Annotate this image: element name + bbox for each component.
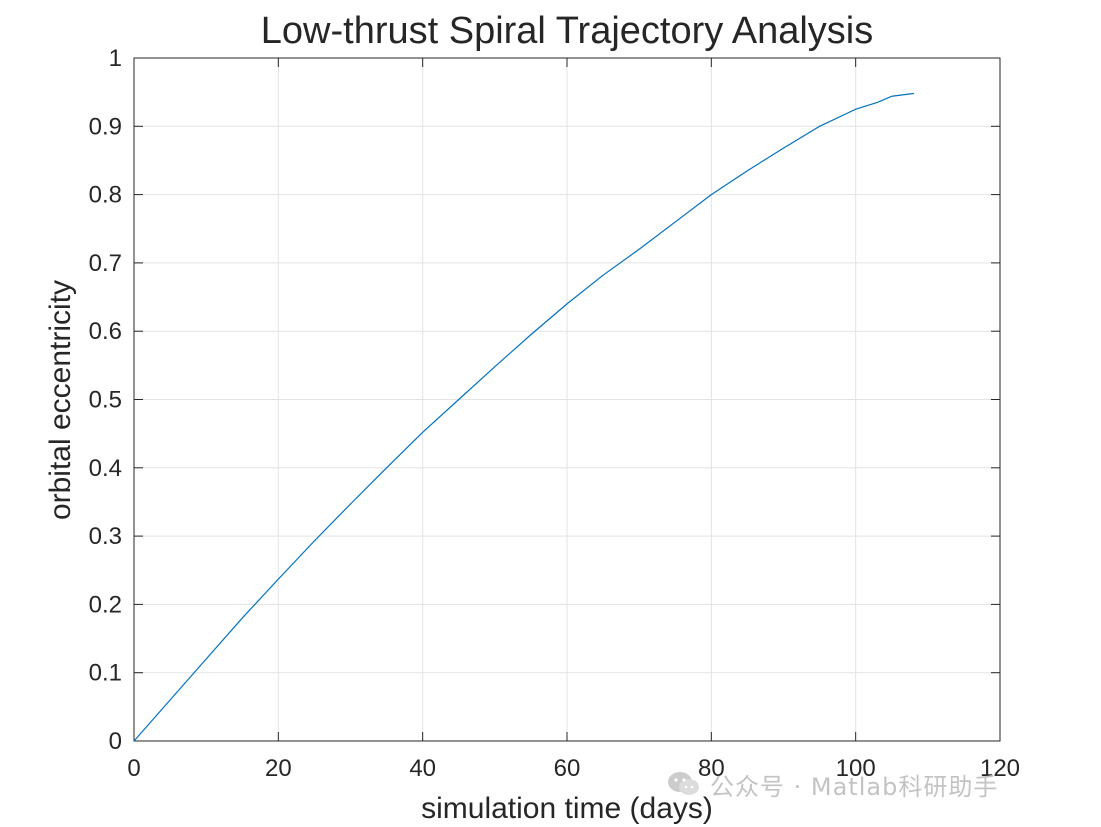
y-tick-label: 0.5 <box>89 387 122 414</box>
y-tick-label: 0.6 <box>89 318 122 345</box>
x-tick-label: 80 <box>698 755 725 782</box>
y-tick-label: 0.9 <box>89 113 122 140</box>
y-axis-label: orbital eccentricity <box>44 280 77 520</box>
x-tick-label: 100 <box>836 755 876 782</box>
x-axis-label: simulation time (days) <box>421 792 713 825</box>
y-tick-label: 0 <box>109 728 122 755</box>
x-tick-label: 20 <box>265 755 292 782</box>
y-tick-label: 0.3 <box>89 523 122 550</box>
y-tick-label: 0.7 <box>89 250 122 277</box>
x-tick-label: 60 <box>554 755 581 782</box>
y-tick-label: 1 <box>109 45 122 72</box>
axis-ticks: 0 20 40 60 80 100 120 0 0.1 0.2 0.3 0.4 0.5 0.6 0.7 0.8… <box>89 45 1020 782</box>
x-tick-label: 120 <box>980 755 1020 782</box>
chart-title: Low-thrust Spiral Trajectory Analysis <box>261 10 873 52</box>
data-series <box>133 92 915 742</box>
watermark-text: 公众号 · Matlab科研助手 <box>710 772 999 801</box>
x-tick-label: 0 <box>127 755 140 782</box>
y-tick-label: 0.4 <box>89 455 122 482</box>
y-tick-label: 0.2 <box>89 591 122 618</box>
y-tick-label: 0.1 <box>89 660 122 687</box>
wechat-icon <box>668 772 699 795</box>
y-tick-label: 0.8 <box>89 182 122 209</box>
x-tick-label: 40 <box>409 755 436 782</box>
series-line <box>133 92 915 742</box>
watermark: 公众号 · Matlab科研助手 <box>666 767 998 801</box>
